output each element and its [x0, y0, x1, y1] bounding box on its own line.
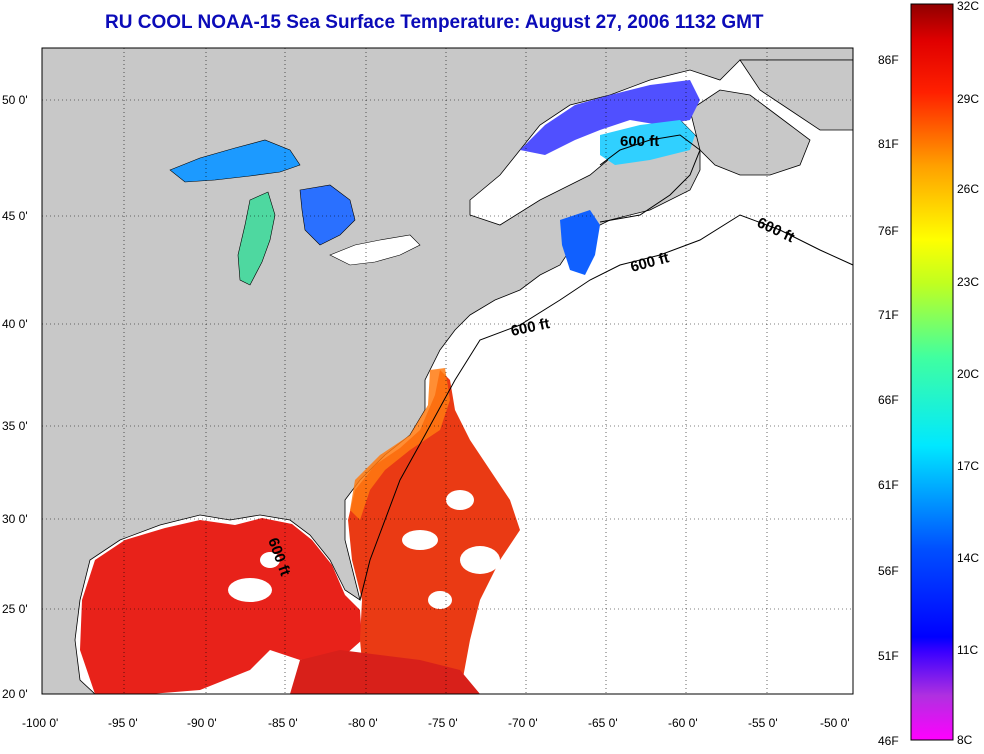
lake-erie-ontario	[329, 234, 421, 266]
lon-tick-labels: -100 0' -95 0' -90 0' -85 0' -80 0' -75 …	[22, 716, 850, 730]
lon-tick: -50 0'	[820, 716, 850, 730]
colorbar-f-label: 86F	[878, 53, 899, 67]
lon-tick: -100 0'	[22, 716, 58, 730]
lon-tick: -70 0'	[508, 716, 538, 730]
colorbar-c-label: 20C	[957, 367, 979, 381]
colorbar-c-label: 14C	[957, 551, 979, 565]
colorbar-f-label: 71F	[878, 308, 899, 322]
lake-michigan	[237, 191, 276, 286]
lon-tick: -90 0'	[187, 716, 217, 730]
lat-tick: 40 0'	[2, 317, 28, 331]
gulf-stream-orange	[350, 368, 450, 520]
lon-tick: -60 0'	[668, 716, 698, 730]
colorbar-f-label: 66F	[878, 393, 899, 407]
colorbar-f-label: 56F	[878, 564, 899, 578]
colorbar-c-label: 11C	[957, 643, 978, 657]
lon-tick: -85 0'	[268, 716, 298, 730]
lat-tick: 20 0'	[2, 687, 28, 701]
gulf-of-mexico-sst	[80, 518, 362, 694]
contour-line	[359, 214, 854, 601]
colorbar-c-label: 26C	[957, 182, 979, 196]
lat-tick-labels: 50 0' 45 0' 40 0' 35 0' 30 0' 25 0' 20 0…	[2, 93, 28, 701]
cloud-gaps	[228, 490, 518, 634]
lat-tick: 45 0'	[2, 209, 28, 223]
lake-huron	[299, 184, 356, 246]
lon-tick: -95 0'	[108, 716, 138, 730]
colorbar-f-label: 81F	[878, 137, 899, 151]
lat-tick: 30 0'	[2, 512, 28, 526]
colorbar-f-label: 46F	[878, 734, 899, 748]
lon-tick: -75 0'	[428, 716, 458, 730]
atlantic-sst	[348, 370, 520, 694]
st-lawrence-sst	[520, 80, 700, 155]
gulf-of-maine-sst	[560, 210, 600, 275]
colorbar-f-label: 61F	[878, 478, 899, 492]
caribbean-sst	[290, 650, 480, 694]
lon-tick: -55 0'	[748, 716, 778, 730]
colorbar-c-label: 29C	[957, 92, 979, 106]
colorbar-c-label: 32C	[957, 0, 979, 13]
colorbar-f-label: 51F	[878, 649, 899, 663]
colorbar-c-labels: 32C 29C 26C 23C 20C 17C 14C 11C 8C	[957, 0, 979, 747]
colorbar-f-label: 76F	[878, 224, 899, 238]
map-title-text: RU COOL NOAA-15 Sea Surface Temperature:…	[105, 12, 764, 33]
lat-tick: 35 0'	[2, 419, 28, 433]
lon-tick: -65 0'	[588, 716, 618, 730]
lake-superior	[169, 139, 301, 183]
newfoundland	[689, 89, 811, 176]
lon-tick: -80 0'	[348, 716, 378, 730]
colorbar-c-label: 17C	[957, 459, 979, 473]
map-frame	[41, 47, 854, 695]
lat-tick: 25 0'	[2, 602, 28, 616]
contour-line-north	[599, 134, 701, 223]
land-mass	[42, 48, 853, 694]
contour-label: 600 ft	[620, 133, 659, 150]
colorbar-f-labels: 86F 81F 76F 71F 66F 61F 56F 51F 46F	[878, 53, 899, 748]
lat-tick: 50 0'	[2, 93, 28, 107]
gulf-island	[739, 59, 853, 131]
colorbar-c-label: 8C	[957, 733, 973, 747]
st-lawrence-cyan	[600, 120, 695, 165]
colorbar-c-label: 23C	[957, 275, 979, 289]
colorbar	[910, 3, 954, 741]
